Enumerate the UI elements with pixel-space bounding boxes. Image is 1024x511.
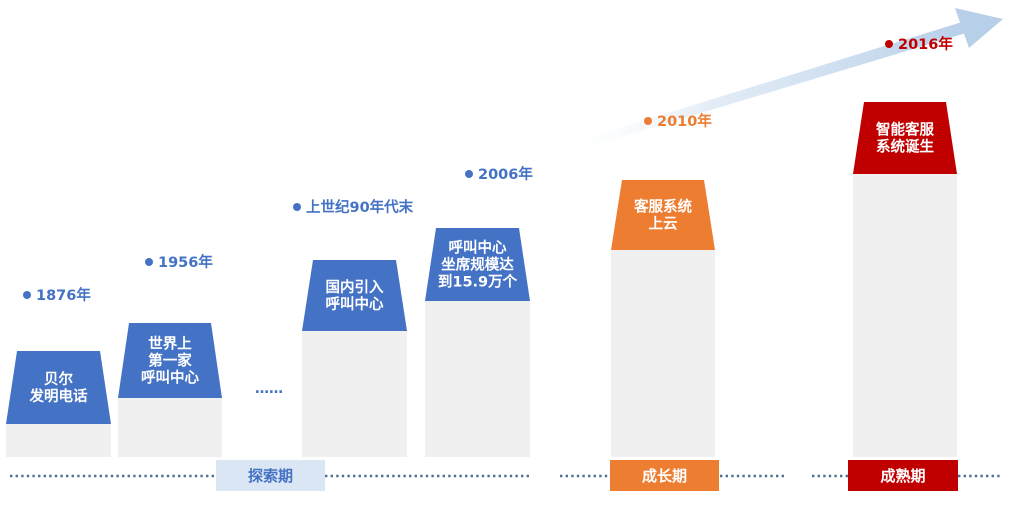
year-label: 2006年 [478,165,533,183]
growth-arrow-head [955,8,1003,48]
timeline-ellipsis: …… [255,381,283,397]
milestone-label-line: 世界上 [148,335,192,353]
milestone-label: 客服系统上云 [633,198,692,233]
milestone-cap [425,228,530,301]
milestone-label: 呼叫中心坐席规模达到15.9万个 [438,239,518,291]
milestone-cap [118,323,222,398]
phase-growth-label: 成长期 [642,467,687,485]
year-dot-icon [644,117,652,125]
milestone-label: 贝尔发明电话 [29,370,88,405]
milestone-label-line: 呼叫中心 [449,239,507,257]
phase-mature-bg [848,460,958,491]
milestone-label-line: 上云 [649,216,678,233]
milestone-label: 国内引入呼叫中心 [326,278,384,313]
phase-growth: 成长期 [610,460,719,491]
milestone-pillar [611,250,715,457]
phase-explore-label: 探索期 [248,467,293,485]
growth-arrow-shaft [548,22,966,158]
phase-explore: 探索期 [216,460,325,491]
year-dot-icon [23,291,31,299]
milestone-label-line: 发明电话 [29,387,88,405]
year-label: 上世纪90年代末 [306,198,414,216]
year-dot-icon [885,40,893,48]
year-label: 1876年 [36,286,91,304]
milestone-pillar [6,424,111,457]
year-label: 1956年 [158,253,213,271]
year-dot-icon [145,258,153,266]
milestone-label-line: 呼叫中心 [326,295,384,313]
phase-mature-label: 成熟期 [880,467,925,485]
year-dot-icon [293,203,301,211]
milestone-label-line: 第一家 [148,352,192,370]
milestone-label: 智能客服系统诞生 [876,121,934,156]
milestone-cap [611,180,715,250]
year-dot-icon [465,170,473,178]
milestone-label: 世界上第一家呼叫中心 [141,335,199,387]
milestone-label-line: 智能客服 [876,121,934,139]
pillars-group [6,174,957,457]
milestone-label-line: 呼叫中心 [141,369,199,387]
milestone-cap [6,351,111,424]
milestone-cap [853,102,957,174]
milestone-pillar [425,301,530,457]
milestone-pillar [302,331,407,457]
milestone-caps-group: 贝尔发明电话世界上第一家呼叫中心国内引入呼叫中心呼叫中心坐席规模达到15.9万个… [6,102,957,424]
year-markers-group: 1876年 1956年 上世纪90年代末 2006年 2010年 2016年 [23,35,953,304]
milestone-label-line: 客服系统 [633,198,692,216]
milestone-label-line: 系统诞生 [876,138,934,156]
phase-mature: 成熟期 [848,460,958,491]
phase-explore-bg [216,460,325,491]
milestone-label-line: 坐席规模达 [441,256,514,274]
year-label: 2010年 [657,112,712,130]
milestone-cap [302,260,407,331]
growth-arrow [548,8,1003,158]
milestone-label-line: 到15.9万个 [438,274,518,291]
milestone-pillar [118,398,222,457]
phase-growth-bg [610,460,719,491]
milestone-label-line: 贝尔 [44,370,73,388]
milestone-pillar [853,174,957,457]
year-label: 2016年 [898,35,953,53]
milestone-label-line: 国内引入 [326,278,384,296]
